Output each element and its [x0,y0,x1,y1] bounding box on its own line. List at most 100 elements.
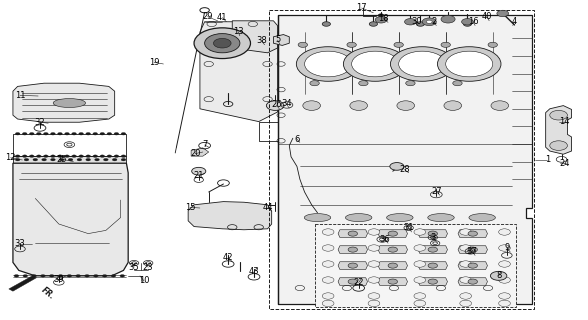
Circle shape [499,293,510,299]
Polygon shape [278,15,532,304]
Circle shape [192,167,206,175]
Polygon shape [188,202,272,230]
Polygon shape [232,21,278,53]
Circle shape [266,101,284,110]
Polygon shape [418,262,447,269]
Circle shape [107,155,112,157]
Circle shape [460,229,472,235]
Text: 10: 10 [139,276,149,285]
Polygon shape [418,246,447,253]
Circle shape [499,245,510,251]
Circle shape [49,275,54,277]
Text: 20: 20 [190,149,201,158]
Polygon shape [418,278,447,285]
Circle shape [322,245,334,251]
Circle shape [468,247,477,252]
Circle shape [79,155,83,157]
Circle shape [194,28,250,59]
Circle shape [22,155,27,157]
Circle shape [51,158,55,161]
Circle shape [399,51,446,77]
Circle shape [322,300,334,307]
Text: 12: 12 [5,153,16,162]
Ellipse shape [345,214,372,222]
Circle shape [310,81,319,86]
Polygon shape [273,35,289,45]
Circle shape [322,293,334,299]
Circle shape [441,15,455,23]
Bar [315,224,516,307]
Circle shape [488,42,497,47]
Circle shape [15,158,20,161]
Ellipse shape [427,214,454,222]
Text: 14: 14 [559,117,570,126]
Circle shape [550,110,567,120]
Circle shape [29,155,34,157]
Circle shape [388,263,397,268]
Circle shape [347,42,356,47]
Circle shape [352,51,399,77]
Text: 2: 2 [432,17,436,26]
Circle shape [428,231,437,236]
Circle shape [65,132,69,135]
Circle shape [441,42,450,47]
Text: 1: 1 [546,156,550,164]
Circle shape [406,81,415,86]
Circle shape [463,22,472,26]
Circle shape [394,42,403,47]
Polygon shape [13,83,115,122]
Circle shape [390,47,454,81]
Circle shape [375,17,387,23]
Circle shape [65,155,69,157]
Circle shape [41,275,45,277]
Circle shape [68,158,73,161]
Circle shape [460,245,472,251]
Circle shape [111,275,116,277]
Text: 40: 40 [482,12,492,21]
Circle shape [426,20,432,23]
Circle shape [446,51,493,77]
Ellipse shape [53,99,86,108]
Text: 26: 26 [271,100,282,109]
Circle shape [499,229,510,235]
Circle shape [77,158,82,161]
Circle shape [497,10,509,17]
Text: 39: 39 [54,276,64,284]
Text: 7: 7 [202,140,208,149]
Circle shape [95,158,99,161]
Circle shape [296,47,360,81]
Text: 33: 33 [15,239,25,248]
Circle shape [51,155,55,157]
Circle shape [102,275,107,277]
Text: 36: 36 [379,235,390,244]
Circle shape [58,275,63,277]
Ellipse shape [469,214,495,222]
Circle shape [93,155,98,157]
Circle shape [414,277,426,283]
Circle shape [468,263,477,268]
Circle shape [414,293,426,299]
Polygon shape [200,22,278,122]
Circle shape [14,275,19,277]
Polygon shape [338,262,368,269]
Polygon shape [458,262,487,269]
Circle shape [213,38,231,48]
Text: 4: 4 [512,17,517,26]
Circle shape [36,155,41,157]
Circle shape [462,19,473,25]
Circle shape [72,132,76,135]
Text: 41: 41 [217,13,228,22]
Circle shape [58,132,62,135]
Circle shape [120,275,125,277]
Circle shape [460,277,472,283]
Circle shape [388,279,397,284]
Circle shape [32,275,36,277]
Text: 31: 31 [403,223,414,232]
Circle shape [29,132,34,135]
Circle shape [428,247,437,252]
Circle shape [305,51,352,77]
Circle shape [100,155,105,157]
Text: 23: 23 [143,263,153,272]
Text: 19: 19 [149,58,159,67]
Text: 32: 32 [35,118,45,127]
